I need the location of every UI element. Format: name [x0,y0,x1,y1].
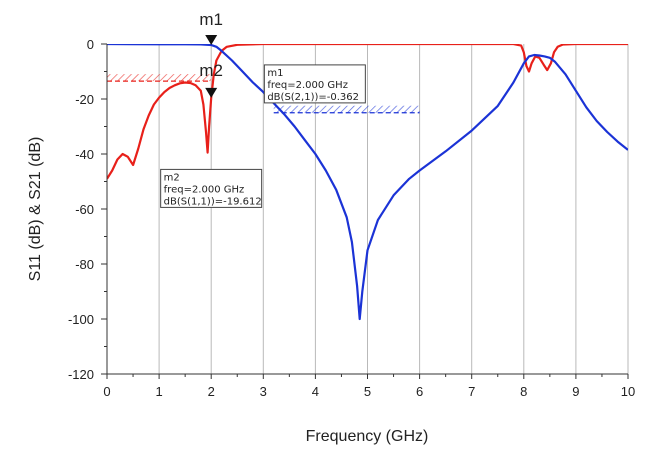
x-tick-label: 3 [260,384,267,399]
series-layer [107,44,628,321]
grid [106,44,629,374]
y-tick-label: -100 [68,312,94,327]
series-line-db-s-2-1- [107,44,628,321]
readout-line: dB(S(1,1))=-19.612 [164,196,262,207]
x-tick-label: 4 [312,384,319,399]
readout-box [263,64,366,104]
readout-line: dB(S(2,1))=-0.362 [267,92,359,103]
x-tick-label: 5 [364,384,371,399]
x-tick-label: 1 [155,384,162,399]
x-tick-label: 6 [416,384,423,399]
tick-labels: 0 1 2 3 4 5 6 7 8 9 10 0 -20 -40 -60 -80 -100 -120 [68,37,635,399]
x-axis-title: Frequency (GHz) [306,428,429,445]
limit-lines [107,74,420,114]
readout-line: m2 [164,172,180,183]
readout-box [160,168,263,208]
y-tick-label: 0 [87,37,94,52]
marker-label-m2: m2 [199,61,223,80]
y-tick-label: -60 [75,202,94,217]
readout-line: freq=2.000 GHz [164,184,245,195]
x-tick-label: 9 [572,384,579,399]
y-axis-title: S11 (dB) & S21 (dB) [27,137,44,282]
x-tick-label: 0 [103,384,110,399]
x-tick-label: 2 [208,384,215,399]
readout-line: m1 [267,68,283,79]
x-tick-label: 8 [520,384,527,399]
x-tick-label: 7 [468,384,475,399]
marker-label-m1: m1 [199,10,223,29]
series-line-db-s-1-1- [107,44,628,180]
marker-triangle-m2 [205,87,218,98]
axes [101,43,629,379]
y-tick-label: -80 [75,257,94,272]
limit-hatch-m1 [273,105,420,113]
limit-hatch-m2 [107,74,212,82]
y-tick-label: -120 [68,367,94,382]
marker-triangle-m1 [205,34,218,45]
y-tick-label: -20 [75,92,94,107]
x-tick-label: 10 [621,384,635,399]
readout-line: freq=2.000 GHz [267,80,348,91]
y-tick-label: -40 [75,147,94,162]
